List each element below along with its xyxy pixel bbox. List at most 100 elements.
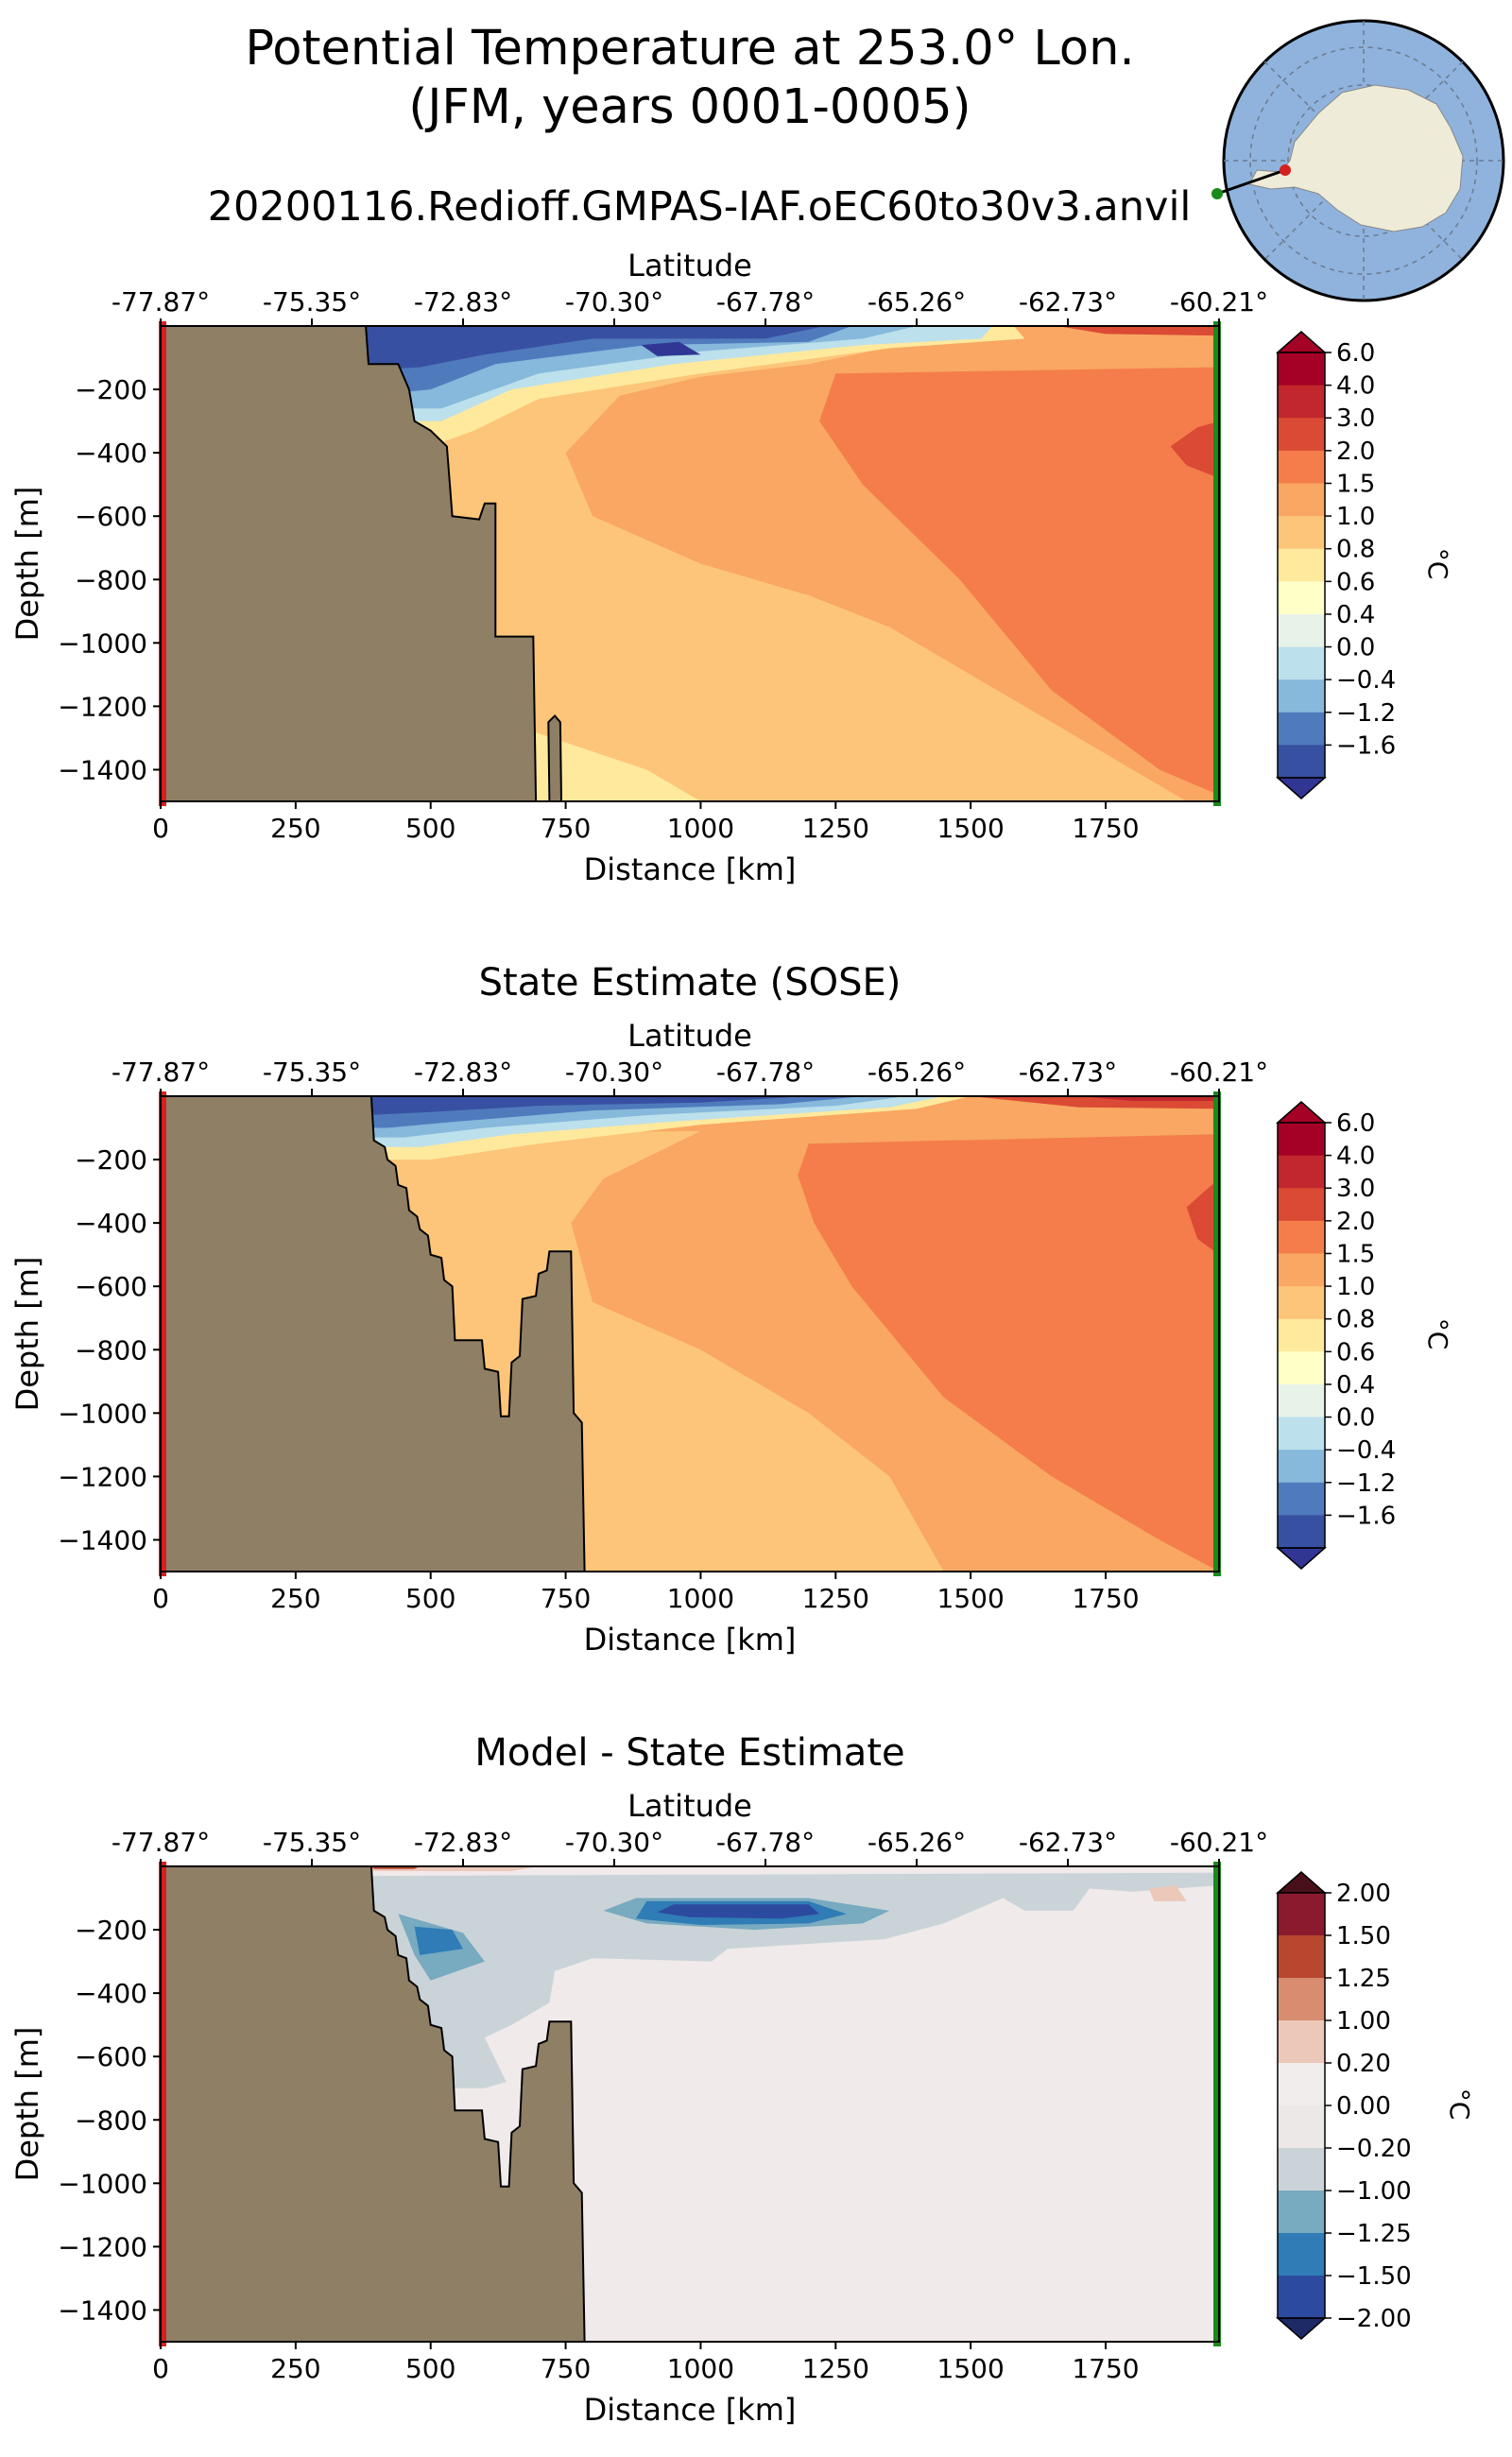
colorbar-segment (1278, 2105, 1325, 2149)
land-mask (161, 1866, 586, 2342)
colorbar-segment (1278, 646, 1325, 680)
contour-shelf-cool (366, 341, 1187, 801)
colorbar: 6.0 4.0 3.0 2.0 1.5 1.0 0.8 0.6 0.4 0.0 −0.4 −1.2 −1… (1276, 331, 1453, 799)
colorbar-extend-bottom (1276, 1547, 1327, 1570)
colorbar-extend-bottom (1276, 2317, 1327, 2340)
lat-tick-label: -75.35° (263, 1827, 361, 1858)
y-tick-label: −800 (75, 1334, 147, 1366)
colorbar-segment (1278, 1417, 1325, 1451)
x-tick-label: 750 (541, 1583, 591, 1614)
colorbar-tick-label: 1.5 (1336, 470, 1375, 498)
contour-cold-core-lens (657, 1904, 820, 1919)
lat-tick-label: -72.83° (414, 1827, 512, 1858)
contour-surface-max (1078, 1096, 1219, 1101)
colorbar-extend-bottom (1276, 777, 1327, 799)
x-tick-label: 1000 (667, 1583, 734, 1614)
y-tick-label: −400 (75, 438, 147, 469)
colorbar-segment (1278, 1318, 1325, 1352)
y-tick-label: −800 (75, 2105, 147, 2136)
land-seamount (547, 714, 563, 801)
colorbar-tick-label: 1.0 (1336, 1273, 1375, 1301)
colorbar-segment (1278, 1935, 1325, 1979)
colorbar-segment (1278, 1351, 1325, 1385)
x-tick-label: 1750 (1072, 2353, 1139, 2384)
colorbar-segment (1278, 1450, 1325, 1484)
colorbar-tick-label: 0.4 (1336, 601, 1375, 629)
y-tick-label: −400 (75, 1978, 147, 2009)
y-axis-label: Depth [m] (9, 487, 45, 642)
lat-tick-label: -62.73° (1019, 1827, 1117, 1858)
lat-tick-label: -77.87° (112, 1057, 210, 1088)
colorbar-tick-label: 2.0 (1336, 1208, 1375, 1236)
colorbar-frame (1277, 1122, 1326, 1549)
y-tick-label: −1200 (58, 2231, 147, 2262)
top-axis-label: Latitude (627, 1018, 752, 1054)
colorbar-tick-label: 0.6 (1336, 568, 1375, 596)
colorbar-tick-label: 0.20 (1336, 2050, 1391, 2078)
y-tick-label: −1400 (58, 1524, 147, 1555)
section-line (1216, 168, 1286, 196)
colorbar-segment (1278, 1123, 1325, 1157)
contour-slight-cool (366, 1872, 1219, 2088)
colorbar: 6.0 4.0 3.0 2.0 1.5 1.0 0.8 0.6 0.4 0.0 −0.4 −1.2 −1… (1276, 1101, 1453, 1570)
lat-tick-label: -67.78° (716, 1827, 815, 1858)
y-tick-label: −1400 (58, 754, 147, 785)
top-axis-label: Latitude (627, 248, 752, 284)
lat-tick-label: -60.21° (1170, 1827, 1268, 1858)
colorbar-tick-label: 0.8 (1336, 1306, 1375, 1334)
colorbar-segment (1278, 1253, 1325, 1287)
y-tick-label: −600 (75, 2041, 147, 2072)
lat-tick-label: -62.73° (1019, 286, 1117, 318)
lat-tick-label: -67.78° (716, 286, 815, 318)
y-tick-label: −1000 (58, 627, 147, 659)
contour-field (161, 326, 1219, 801)
lat-tick-label: -72.83° (414, 286, 512, 318)
lat-tick-label: -65.26° (868, 286, 966, 318)
lat-tick-label: -60.21° (1170, 286, 1268, 318)
lat-tick-label: -70.30° (565, 286, 663, 318)
colorbar-label: °C (1422, 1318, 1453, 1350)
panel-1: 0 250 500 750 1000 1250 1500 1750 Distance [km] -… (9, 248, 1453, 887)
contour-cold-core (366, 326, 825, 370)
colorbar-tick-label: 0.00 (1336, 2092, 1391, 2121)
colorbar-tick-label: −1.2 (1336, 1469, 1396, 1498)
x-tick-label: 1750 (1072, 1583, 1139, 1614)
colorbar-segment (1278, 516, 1325, 550)
colorbar-tick-label: 4.0 (1336, 372, 1375, 401)
colorbar-extend-top (1276, 331, 1327, 353)
colorbar-segment (1278, 352, 1325, 387)
panel-title: Model - State Estimate (474, 1731, 904, 1775)
plot-frame (160, 1095, 1220, 1572)
colorbar-extend-top (1276, 1871, 1327, 1894)
panel-3: Model - State Estimate 0 250 500 750 1000 1250… (9, 1731, 1475, 2428)
y-tick-label: −200 (75, 1144, 147, 1176)
colorbar-tick-label: 1.00 (1336, 2007, 1391, 2036)
y-tick-label: −1200 (58, 1461, 147, 1492)
colorbar-tick-label: −0.4 (1336, 666, 1396, 695)
y-tick-label: −200 (75, 374, 147, 405)
top-axis-label: Latitude (627, 1788, 752, 1824)
x-tick-label: 0 (152, 813, 169, 844)
y-axis-label: Depth [m] (9, 2027, 45, 2182)
contour-east-warm (1148, 1885, 1187, 1901)
colorbar-segment (1278, 1188, 1325, 1222)
y-axis-label: Depth [m] (9, 1257, 45, 1412)
colorbar-tick-label: 3.0 (1336, 1175, 1375, 1203)
colorbar-segment (1278, 1893, 1325, 1936)
plot-frame (160, 1865, 1220, 2343)
colorbar-tick-label: −1.50 (1336, 2262, 1412, 2291)
colorbar-segment (1278, 712, 1325, 746)
x-tick-label: 750 (541, 2353, 591, 2384)
x-tick-label: 250 (270, 1583, 320, 1614)
colorbar-tick-label: 3.0 (1336, 404, 1375, 433)
x-tick-label: 500 (405, 813, 455, 844)
lat-tick-label: -65.26° (868, 1827, 966, 1858)
y-tick-label: −600 (75, 501, 147, 532)
contour-warm-core (819, 367, 1219, 796)
figure-title-line1: Potential Temperature at 253.0° Lon. (245, 21, 1134, 77)
colorbar-segment (1278, 418, 1325, 452)
land-mask (161, 326, 538, 801)
lat-tick-label: -77.87° (112, 1827, 210, 1858)
x-tick-label: 250 (270, 813, 320, 844)
lat-tick-label: -65.26° (868, 1057, 966, 1088)
